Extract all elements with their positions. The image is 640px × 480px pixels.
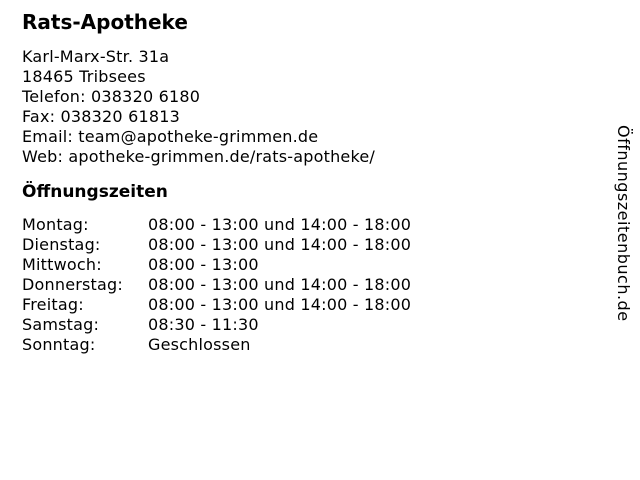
day-label: Donnerstag: (22, 275, 123, 294)
business-detail-page: Rats-Apotheke Karl-Marx-Str. 31a 18465 T… (22, 12, 582, 355)
time-value: Geschlossen (148, 335, 251, 354)
table-row-montag: Montag: 08:00 - 13:00 und 14:00 - 18:00 (22, 215, 582, 235)
table-row-sonntag: Sonntag: Geschlossen (22, 335, 582, 355)
opening-hours-heading: Öffnungszeiten (22, 182, 168, 202)
fax-value: 038320 61813 (60, 107, 180, 126)
page-title: Rats-Apotheke (22, 10, 188, 34)
email-label: Email: (22, 127, 73, 146)
time-value: 08:00 - 13:00 und 14:00 - 18:00 (148, 275, 412, 294)
opening-hours-table: Montag: 08:00 - 13:00 und 14:00 - 18:00 … (22, 215, 582, 355)
email-value: team@apotheke-grimmen.de (78, 127, 319, 146)
email-line: Email: team@apotheke-grimmen.de (22, 127, 582, 147)
time-value: 08:00 - 13:00 und 14:00 - 18:00 (148, 215, 412, 234)
day-label: Sonntag: (22, 335, 96, 354)
table-row-dienstag: Dienstag: 08:00 - 13:00 und 14:00 - 18:0… (22, 235, 582, 255)
day-label: Samstag: (22, 315, 100, 334)
table-row-donnerstag: Donnerstag: 08:00 - 13:00 und 14:00 - 18… (22, 275, 582, 295)
fax-line: Fax: 038320 61813 (22, 107, 582, 127)
phone-line: Telefon: 038320 6180 (22, 87, 582, 107)
table-row-samstag: Samstag: 08:30 - 11:30 (22, 315, 582, 335)
web-line: Web: apotheke-grimmen.de/rats-apotheke/ (22, 147, 582, 167)
phone-label: Telefon: (22, 87, 86, 106)
fax-label: Fax: (22, 107, 56, 126)
phone-value: 038320 6180 (91, 87, 201, 106)
day-label: Freitag: (22, 295, 84, 314)
table-row-freitag: Freitag: 08:00 - 13:00 und 14:00 - 18:00 (22, 295, 582, 315)
time-value: 08:00 - 13:00 und 14:00 - 18:00 (148, 235, 412, 254)
contact-block: Karl-Marx-Str. 31a 18465 Tribsees Telefo… (22, 47, 582, 167)
day-label: Dienstag: (22, 235, 101, 254)
time-value: 08:00 - 13:00 (148, 255, 259, 274)
oeffnungszeitenbuch-watermark-link[interactable]: Öffnungszeitenbuch.de (614, 125, 633, 322)
time-value: 08:30 - 11:30 (148, 315, 259, 334)
address-street: Karl-Marx-Str. 31a (22, 47, 170, 66)
day-label: Mittwoch: (22, 255, 102, 274)
time-value: 08:00 - 13:00 und 14:00 - 18:00 (148, 295, 412, 314)
web-value: apotheke-grimmen.de/rats-apotheke/ (68, 147, 376, 166)
table-row-mittwoch: Mittwoch: 08:00 - 13:00 (22, 255, 582, 275)
address-city: 18465 Tribsees (22, 67, 146, 86)
web-label: Web: (22, 147, 64, 166)
day-label: Montag: (22, 215, 89, 234)
